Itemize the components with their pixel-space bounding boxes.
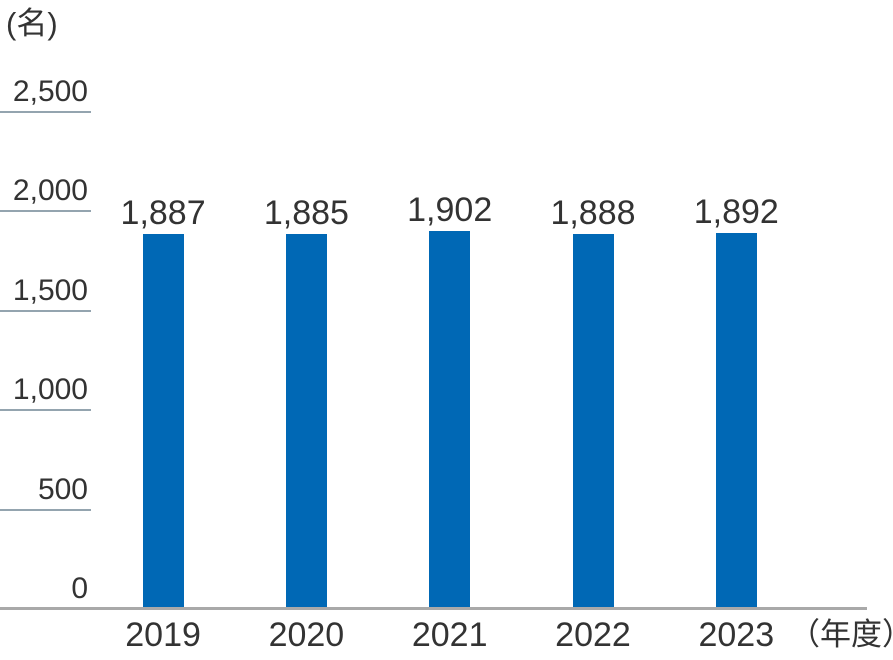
bar-value-label: 1,892 xyxy=(693,192,779,231)
x-tick-label: 2023 xyxy=(698,616,775,654)
bar-2019 xyxy=(142,233,184,609)
bar-2022 xyxy=(572,233,614,609)
x-tick-label: 2021 xyxy=(411,616,488,654)
y-gridline xyxy=(0,111,91,113)
y-axis-unit-label: (名) xyxy=(6,6,58,41)
bar-2021 xyxy=(429,230,471,609)
x-tick-label: 2022 xyxy=(555,616,631,654)
x-tick-label: 2019 xyxy=(125,616,201,654)
y-tick-label: 1,500 xyxy=(12,273,88,307)
bar-2023 xyxy=(715,232,757,609)
y-gridline xyxy=(0,508,91,511)
bar-value-label: 1,885 xyxy=(263,194,349,233)
bar-value-label: 1,888 xyxy=(550,193,636,232)
bar-2020 xyxy=(285,234,327,609)
y-gridline xyxy=(0,210,91,213)
y-tick-label: 1,000 xyxy=(12,373,88,407)
y-tick-label: 500 xyxy=(37,472,88,506)
bar-value-label: 1,902 xyxy=(407,190,493,229)
x-axis-unit-label: （年度） xyxy=(789,617,893,652)
y-gridline xyxy=(0,409,91,412)
y-tick-label: 2,500 xyxy=(12,75,88,108)
x-tick-label: 2020 xyxy=(268,616,345,654)
x-axis-line xyxy=(0,607,867,610)
y-gridline xyxy=(0,309,91,312)
y-tick-label: 0 xyxy=(71,572,88,605)
y-tick-label: 2,000 xyxy=(12,174,88,208)
bar-value-label: 1,887 xyxy=(120,193,206,232)
